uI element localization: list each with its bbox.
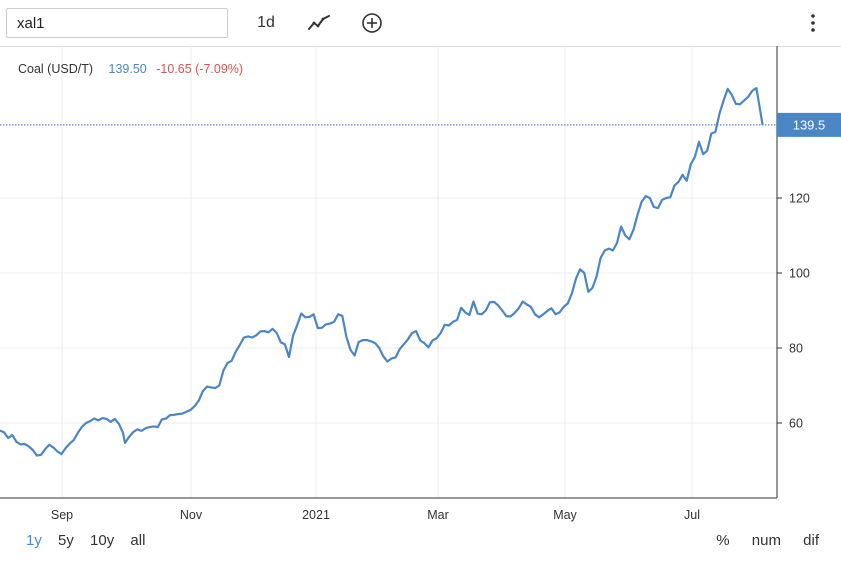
y-tick-label: 120: [789, 192, 810, 206]
legend-last-value: 139.50: [108, 62, 147, 76]
y-axis-ticks: 60 80 100 120: [777, 192, 810, 431]
last-value-box: [777, 112, 841, 137]
horizontal-grid: [0, 197, 777, 424]
x-tick-label: Nov: [180, 508, 203, 522]
x-tick-label: Sep: [51, 508, 73, 522]
x-tick-label: 2021: [302, 508, 330, 522]
price-series-line: [0, 87, 764, 457]
x-axis-ticks: Sep Nov 2021 Mar May Jul: [51, 508, 700, 522]
y-tick-label: 80: [789, 342, 803, 356]
range-1y-button[interactable]: 1y: [26, 532, 42, 549]
x-tick-label: Jul: [684, 508, 700, 522]
symbol-search-input[interactable]: [6, 8, 228, 38]
mode-dif-button[interactable]: dif: [803, 532, 819, 549]
toolbar: 1d: [0, 0, 841, 47]
x-tick-label: Mar: [427, 508, 449, 522]
last-value-label: 139.5: [793, 117, 826, 132]
range-all-button[interactable]: all: [130, 532, 146, 549]
vertical-dots-icon[interactable]: [798, 8, 828, 38]
y-tick-label: 60: [789, 417, 803, 431]
mode-percent-button[interactable]: %: [716, 532, 730, 549]
interval-button[interactable]: 1d: [257, 14, 275, 31]
plus-circle-icon[interactable]: [357, 8, 387, 38]
mode-num-button[interactable]: num: [751, 532, 781, 549]
y-tick-label: 100: [789, 267, 810, 281]
range-5y-button[interactable]: 5y: [58, 532, 74, 549]
legend-name: Coal (USD/T): [18, 62, 94, 76]
chart-legend: Coal (USD/T) 139.50 -10.65 (-7.09%): [18, 62, 243, 76]
range-selector: 1y 5y 10y all: [26, 532, 157, 549]
mode-selector: % num dif: [698, 532, 819, 549]
line-chart-icon[interactable]: [304, 8, 334, 38]
legend-change: -10.65 (-7.09%): [156, 62, 244, 76]
range-10y-button[interactable]: 10y: [90, 532, 115, 549]
x-tick-label: May: [553, 508, 577, 522]
